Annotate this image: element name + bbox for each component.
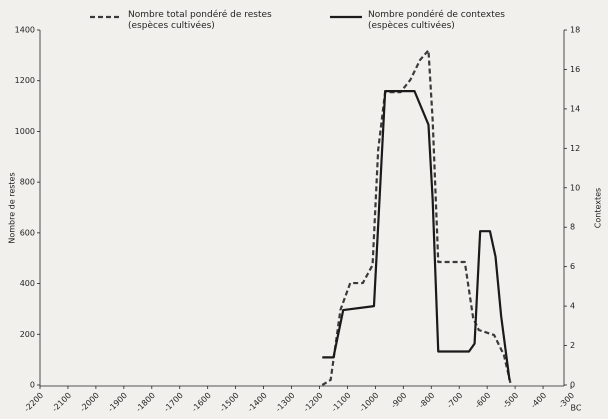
series-line — [321, 49, 512, 386]
y-tick-label: 1000 — [15, 127, 35, 136]
y2-tick-label: 0 — [570, 381, 575, 390]
legend-label: Nombre total pondéré de restes (espèces … — [128, 10, 272, 31]
x-tick-label: -2200 — [22, 391, 45, 414]
x-tick-label: -1100 — [330, 391, 353, 414]
y2-tick-label: 2 — [570, 341, 575, 350]
y-tick-label: 200 — [20, 330, 35, 339]
y-tick-label: 800 — [20, 178, 35, 187]
y-tick-label: 600 — [20, 228, 35, 237]
y-axis-label: Nombre de restes — [8, 172, 17, 243]
y2-tick-label: 14 — [570, 104, 580, 113]
y2-tick-label: 16 — [570, 65, 580, 74]
y2-tick-label: 8 — [570, 223, 575, 232]
y2-axis-label: Contextes — [594, 188, 603, 228]
y2-tick-label: 6 — [570, 262, 575, 271]
legend-label: Nombre pondéré de contextes (espèces cul… — [368, 10, 505, 31]
x-tick-label: -600 — [473, 391, 492, 410]
y2-tick-label: 12 — [570, 144, 580, 153]
y2-tick-label: 10 — [570, 183, 580, 192]
x-tick-label: -1300 — [274, 391, 297, 414]
x-tick-label: -700 — [445, 391, 464, 410]
x-tick-label: -900 — [389, 391, 408, 410]
y-tick-label: 1200 — [15, 76, 35, 85]
x-tick-label: -1200 — [302, 391, 325, 414]
x-tick-label: -1700 — [162, 391, 185, 414]
x-tick-label: -400 — [529, 391, 548, 410]
x-tick-label: -1800 — [134, 391, 157, 414]
y2-tick-label: 4 — [570, 302, 575, 311]
x-tick-label: -1400 — [246, 391, 269, 414]
x-tick-label: -800 — [417, 391, 436, 410]
y2-tick-label: 18 — [570, 26, 580, 35]
x-tick-label: -1500 — [218, 391, 241, 414]
x-tick-label: -2000 — [78, 391, 101, 414]
y-tick-label: 1400 — [15, 26, 35, 35]
x-tick-label: -2100 — [50, 391, 73, 414]
y-tick-label: 0 — [30, 381, 35, 390]
x-tick-label: -1600 — [190, 391, 213, 414]
x-tick-label: -500 — [501, 391, 520, 410]
y-tick-label: 400 — [20, 279, 35, 288]
x-tick-label: -1900 — [106, 391, 129, 414]
x-axis-label: BC — [571, 404, 582, 413]
series-line — [322, 90, 511, 381]
x-tick-label: -1000 — [358, 391, 381, 414]
